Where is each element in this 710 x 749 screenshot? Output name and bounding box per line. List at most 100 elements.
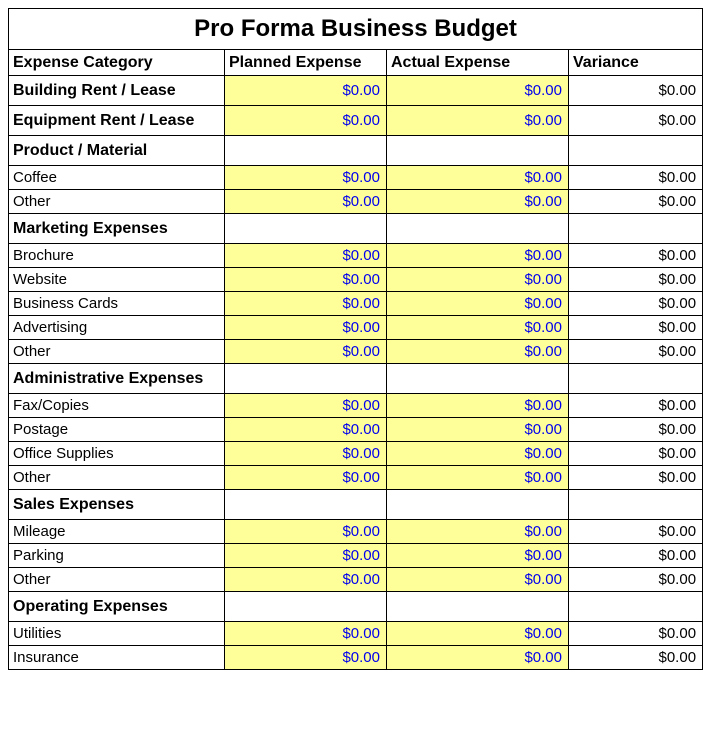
empty-cell — [225, 592, 387, 622]
section-label: Product / Material — [9, 136, 225, 166]
variance-cell: $0.00 — [569, 316, 703, 340]
table-row: Marketing Expenses — [9, 214, 703, 244]
planned-cell[interactable]: $0.00 — [225, 340, 387, 364]
actual-cell[interactable]: $0.00 — [387, 340, 569, 364]
item-label: Postage — [9, 418, 225, 442]
variance-cell: $0.00 — [569, 520, 703, 544]
actual-cell[interactable]: $0.00 — [387, 268, 569, 292]
item-label: Insurance — [9, 646, 225, 670]
actual-cell[interactable]: $0.00 — [387, 76, 569, 106]
variance-cell: $0.00 — [569, 466, 703, 490]
header-planned: Planned Expense — [225, 50, 387, 76]
empty-cell — [225, 136, 387, 166]
actual-cell[interactable]: $0.00 — [387, 316, 569, 340]
planned-cell[interactable]: $0.00 — [225, 418, 387, 442]
empty-cell — [225, 214, 387, 244]
variance-cell: $0.00 — [569, 340, 703, 364]
planned-cell[interactable]: $0.00 — [225, 292, 387, 316]
planned-cell[interactable]: $0.00 — [225, 76, 387, 106]
empty-cell — [569, 364, 703, 394]
header-variance: Variance — [569, 50, 703, 76]
item-label: Mileage — [9, 520, 225, 544]
table-row: Insurance$0.00$0.00$0.00 — [9, 646, 703, 670]
planned-cell[interactable]: $0.00 — [225, 466, 387, 490]
actual-cell[interactable]: $0.00 — [387, 622, 569, 646]
section-label: Marketing Expenses — [9, 214, 225, 244]
table-row: Administrative Expenses — [9, 364, 703, 394]
planned-cell[interactable]: $0.00 — [225, 442, 387, 466]
header-category: Expense Category — [9, 50, 225, 76]
item-label: Advertising — [9, 316, 225, 340]
variance-cell: $0.00 — [569, 544, 703, 568]
table-row: Advertising$0.00$0.00$0.00 — [9, 316, 703, 340]
table-row: Coffee$0.00$0.00$0.00 — [9, 166, 703, 190]
actual-cell[interactable]: $0.00 — [387, 190, 569, 214]
empty-cell — [225, 364, 387, 394]
planned-cell[interactable]: $0.00 — [225, 568, 387, 592]
planned-cell[interactable]: $0.00 — [225, 316, 387, 340]
empty-cell — [569, 214, 703, 244]
variance-cell: $0.00 — [569, 166, 703, 190]
empty-cell — [225, 490, 387, 520]
variance-cell: $0.00 — [569, 268, 703, 292]
actual-cell[interactable]: $0.00 — [387, 244, 569, 268]
variance-cell: $0.00 — [569, 76, 703, 106]
item-label: Coffee — [9, 166, 225, 190]
item-label: Office Supplies — [9, 442, 225, 466]
planned-cell[interactable]: $0.00 — [225, 106, 387, 136]
actual-cell[interactable]: $0.00 — [387, 292, 569, 316]
planned-cell[interactable]: $0.00 — [225, 166, 387, 190]
item-label: Website — [9, 268, 225, 292]
actual-cell[interactable]: $0.00 — [387, 442, 569, 466]
header-actual: Actual Expense — [387, 50, 569, 76]
section-label: Administrative Expenses — [9, 364, 225, 394]
variance-cell: $0.00 — [569, 394, 703, 418]
planned-cell[interactable]: $0.00 — [225, 244, 387, 268]
table-row: Postage$0.00$0.00$0.00 — [9, 418, 703, 442]
empty-cell — [387, 592, 569, 622]
item-label: Other — [9, 466, 225, 490]
planned-cell[interactable]: $0.00 — [225, 622, 387, 646]
item-label: Brochure — [9, 244, 225, 268]
planned-cell[interactable]: $0.00 — [225, 268, 387, 292]
variance-cell: $0.00 — [569, 190, 703, 214]
empty-cell — [387, 364, 569, 394]
empty-cell — [387, 490, 569, 520]
table-row: Operating Expenses — [9, 592, 703, 622]
section-label: Building Rent / Lease — [9, 76, 225, 106]
item-label: Other — [9, 568, 225, 592]
planned-cell[interactable]: $0.00 — [225, 646, 387, 670]
variance-cell: $0.00 — [569, 244, 703, 268]
item-label: Fax/Copies — [9, 394, 225, 418]
actual-cell[interactable]: $0.00 — [387, 106, 569, 136]
table-row: Parking$0.00$0.00$0.00 — [9, 544, 703, 568]
table-row: Building Rent / Lease$0.00$0.00$0.00 — [9, 76, 703, 106]
table-row: Sales Expenses — [9, 490, 703, 520]
empty-cell — [387, 214, 569, 244]
planned-cell[interactable]: $0.00 — [225, 394, 387, 418]
planned-cell[interactable]: $0.00 — [225, 520, 387, 544]
header-row: Expense Category Planned Expense Actual … — [9, 50, 703, 76]
variance-cell: $0.00 — [569, 568, 703, 592]
actual-cell[interactable]: $0.00 — [387, 394, 569, 418]
table-row: Website$0.00$0.00$0.00 — [9, 268, 703, 292]
actual-cell[interactable]: $0.00 — [387, 166, 569, 190]
actual-cell[interactable]: $0.00 — [387, 544, 569, 568]
table-row: Utilities$0.00$0.00$0.00 — [9, 622, 703, 646]
table-row: Other$0.00$0.00$0.00 — [9, 568, 703, 592]
table-row: Other$0.00$0.00$0.00 — [9, 466, 703, 490]
table-row: Brochure$0.00$0.00$0.00 — [9, 244, 703, 268]
actual-cell[interactable]: $0.00 — [387, 646, 569, 670]
actual-cell[interactable]: $0.00 — [387, 466, 569, 490]
section-label: Equipment Rent / Lease — [9, 106, 225, 136]
planned-cell[interactable]: $0.00 — [225, 190, 387, 214]
planned-cell[interactable]: $0.00 — [225, 544, 387, 568]
variance-cell: $0.00 — [569, 292, 703, 316]
section-label: Operating Expenses — [9, 592, 225, 622]
actual-cell[interactable]: $0.00 — [387, 418, 569, 442]
variance-cell: $0.00 — [569, 106, 703, 136]
actual-cell[interactable]: $0.00 — [387, 520, 569, 544]
actual-cell[interactable]: $0.00 — [387, 568, 569, 592]
item-label: Parking — [9, 544, 225, 568]
empty-cell — [569, 592, 703, 622]
